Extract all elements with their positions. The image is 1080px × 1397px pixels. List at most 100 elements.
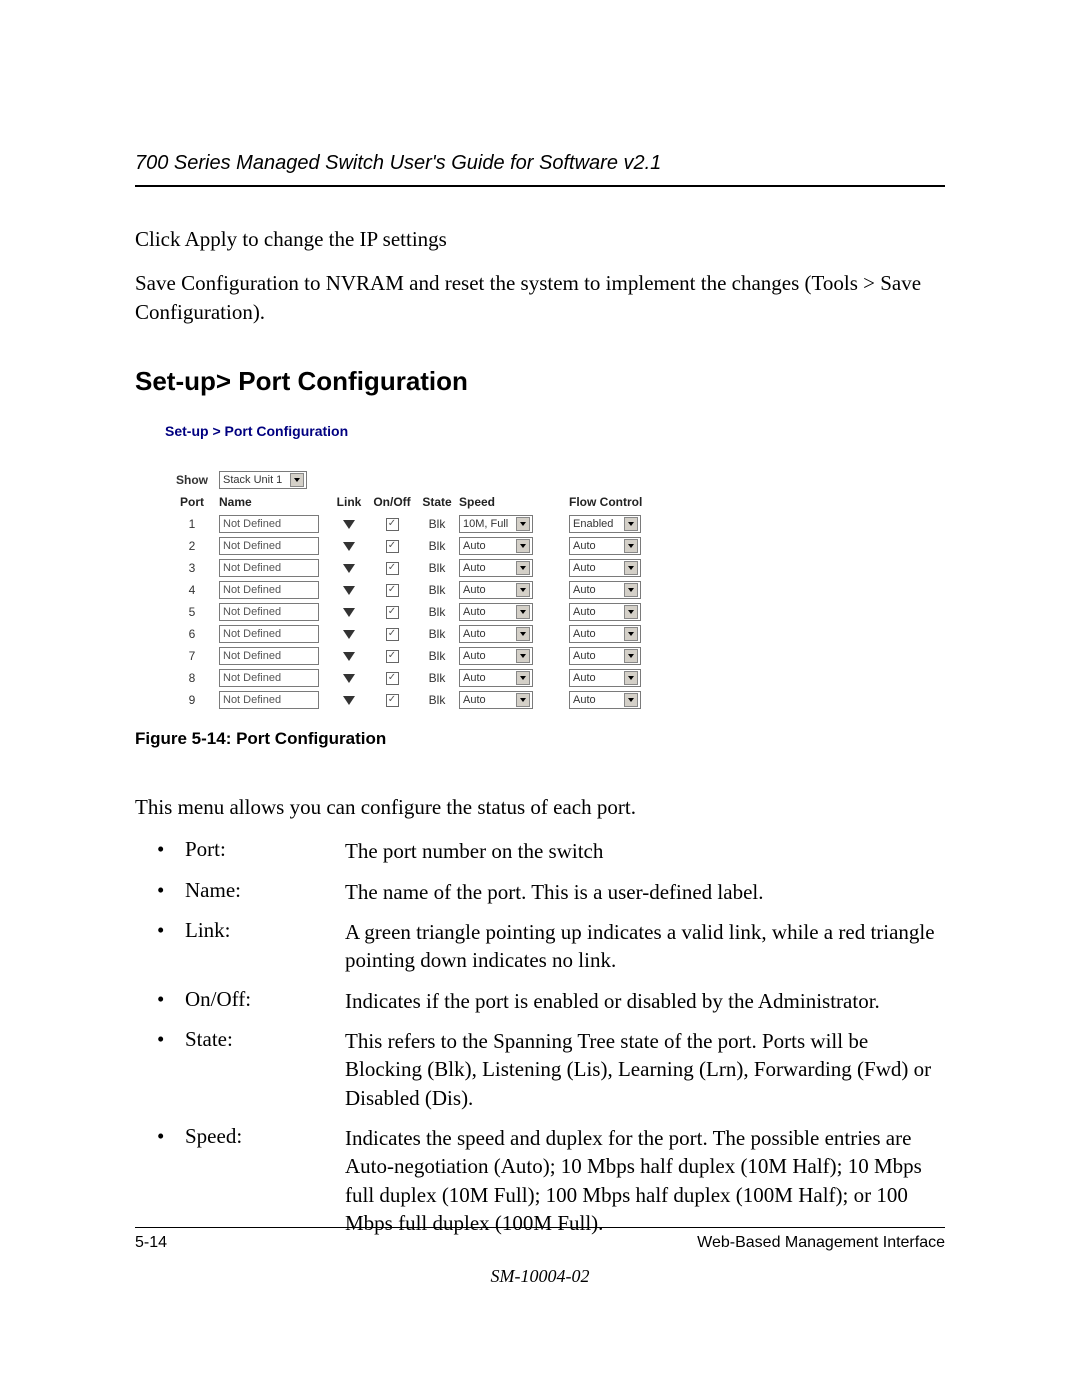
- port-name-input[interactable]: Not Defined: [219, 559, 319, 577]
- footer-section: Web-Based Management Interface: [697, 1234, 945, 1252]
- table-row: 3 Not Defined ✓ Blk Auto Auto: [165, 557, 945, 579]
- stack-unit-value: Stack Unit 1: [223, 474, 282, 486]
- speed-select[interactable]: 10M, Full: [459, 515, 533, 533]
- speed-select[interactable]: Auto: [459, 581, 533, 599]
- definition-text: The name of the port. This is a user-def…: [345, 878, 945, 906]
- onoff-checkbox[interactable]: ✓: [386, 562, 399, 575]
- speed-select[interactable]: Auto: [459, 559, 533, 577]
- header-rule: [135, 185, 945, 187]
- onoff-checkbox[interactable]: ✓: [386, 650, 399, 663]
- definition-text: Indicates if the port is enabled or disa…: [345, 987, 945, 1015]
- cell-port: 6: [165, 627, 219, 641]
- port-name-input[interactable]: Not Defined: [219, 669, 319, 687]
- onoff-checkbox[interactable]: ✓: [386, 694, 399, 707]
- flow-value: Auto: [573, 628, 596, 640]
- table-row: 5 Not Defined ✓ Blk Auto Auto: [165, 601, 945, 623]
- onoff-checkbox[interactable]: ✓: [386, 628, 399, 641]
- chevron-down-icon: [516, 517, 530, 531]
- link-down-icon: [343, 586, 355, 595]
- flow-value: Auto: [573, 562, 596, 574]
- flow-select[interactable]: Auto: [569, 603, 641, 621]
- speed-value: Auto: [463, 606, 486, 618]
- stack-unit-select[interactable]: Stack Unit 1: [219, 471, 307, 489]
- link-down-icon: [343, 652, 355, 661]
- speed-select[interactable]: Auto: [459, 603, 533, 621]
- flow-select[interactable]: Enabled: [569, 515, 641, 533]
- port-name-input[interactable]: Not Defined: [219, 515, 319, 533]
- definition-list: • Port: The port number on the switch • …: [135, 837, 945, 1237]
- speed-value: Auto: [463, 584, 486, 596]
- flow-value: Auto: [573, 606, 596, 618]
- flow-select[interactable]: Auto: [569, 669, 641, 687]
- flow-select[interactable]: Auto: [569, 537, 641, 555]
- grid-header-row: Port Name Link On/Off State Speed Flow C…: [165, 491, 945, 513]
- cell-state: Blk: [415, 627, 459, 641]
- flow-value: Auto: [573, 650, 596, 662]
- speed-select[interactable]: Auto: [459, 691, 533, 709]
- definition-text: The port number on the switch: [345, 837, 945, 865]
- flow-select[interactable]: Auto: [569, 559, 641, 577]
- definition-text: Indicates the speed and duplex for the p…: [345, 1124, 945, 1237]
- onoff-checkbox[interactable]: ✓: [386, 606, 399, 619]
- breadcrumb: Set-up > Port Configuration: [165, 423, 945, 439]
- table-row: 9 Not Defined ✓ Blk Auto Auto: [165, 689, 945, 711]
- list-item: • Speed: Indicates the speed and duplex …: [135, 1124, 945, 1237]
- speed-select[interactable]: Auto: [459, 647, 533, 665]
- header-flow: Flow Control: [569, 495, 651, 509]
- list-item: • On/Off: Indicates if the port is enabl…: [135, 987, 945, 1015]
- chevron-down-icon: [624, 583, 638, 597]
- cell-port: 1: [165, 517, 219, 531]
- chevron-down-icon: [516, 649, 530, 663]
- speed-value: Auto: [463, 650, 486, 662]
- link-down-icon: [343, 520, 355, 529]
- port-name-input[interactable]: Not Defined: [219, 603, 319, 621]
- port-name-input[interactable]: Not Defined: [219, 691, 319, 709]
- onoff-checkbox[interactable]: ✓: [386, 540, 399, 553]
- onoff-checkbox[interactable]: ✓: [386, 518, 399, 531]
- speed-value: Auto: [463, 628, 486, 640]
- cell-state: Blk: [415, 693, 459, 707]
- list-item: • Link: A green triangle pointing up ind…: [135, 918, 945, 975]
- flow-select[interactable]: Auto: [569, 691, 641, 709]
- port-name-input[interactable]: Not Defined: [219, 537, 319, 555]
- link-down-icon: [343, 542, 355, 551]
- port-name-input[interactable]: Not Defined: [219, 625, 319, 643]
- link-down-icon: [343, 564, 355, 573]
- speed-value: 10M, Full: [463, 518, 508, 530]
- speed-select[interactable]: Auto: [459, 669, 533, 687]
- definition-term: Speed:: [185, 1124, 345, 1237]
- cell-state: Blk: [415, 649, 459, 663]
- speed-value: Auto: [463, 672, 486, 684]
- flow-value: Auto: [573, 584, 596, 596]
- port-name-input[interactable]: Not Defined: [219, 647, 319, 665]
- cell-state: Blk: [415, 561, 459, 575]
- cell-port: 3: [165, 561, 219, 575]
- cell-port: 7: [165, 649, 219, 663]
- bullet-icon: •: [135, 1027, 185, 1112]
- onoff-checkbox[interactable]: ✓: [386, 672, 399, 685]
- header-link: Link: [329, 495, 369, 509]
- table-row: 2 Not Defined ✓ Blk Auto Auto: [165, 535, 945, 557]
- chevron-down-icon: [516, 539, 530, 553]
- footer-rule: [135, 1227, 945, 1228]
- flow-value: Auto: [573, 694, 596, 706]
- cell-port: 2: [165, 539, 219, 553]
- flow-select[interactable]: Auto: [569, 647, 641, 665]
- link-down-icon: [343, 630, 355, 639]
- port-name-input[interactable]: Not Defined: [219, 581, 319, 599]
- cell-state: Blk: [415, 539, 459, 553]
- link-down-icon: [343, 674, 355, 683]
- show-label: Show: [165, 473, 219, 487]
- definition-term: Link:: [185, 918, 345, 975]
- chevron-down-icon: [624, 649, 638, 663]
- flow-select[interactable]: Auto: [569, 581, 641, 599]
- speed-value: Auto: [463, 562, 486, 574]
- flow-select[interactable]: Auto: [569, 625, 641, 643]
- speed-select[interactable]: Auto: [459, 625, 533, 643]
- figure-screenshot: Set-up > Port Configuration Show Stack U…: [165, 423, 945, 711]
- onoff-checkbox[interactable]: ✓: [386, 584, 399, 597]
- doc-header-title: 700 Series Managed Switch User's Guide f…: [135, 152, 945, 175]
- cell-state: Blk: [415, 671, 459, 685]
- cell-port: 5: [165, 605, 219, 619]
- speed-select[interactable]: Auto: [459, 537, 533, 555]
